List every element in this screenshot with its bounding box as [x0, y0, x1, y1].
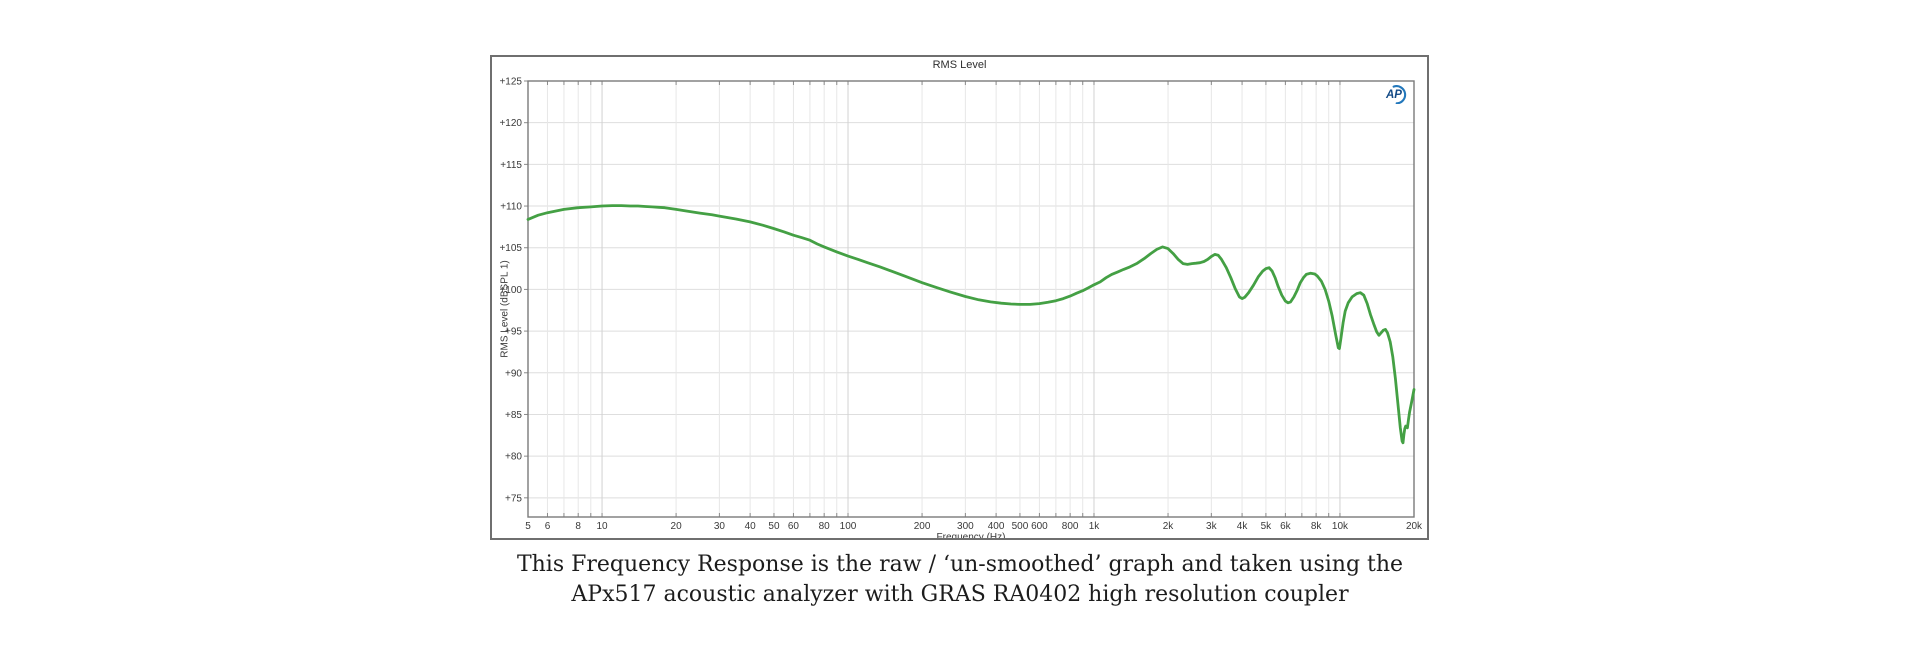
- svg-text:60: 60: [788, 521, 800, 532]
- svg-text:8: 8: [575, 521, 581, 532]
- audio-precision-logo-icon: AP: [1385, 84, 1409, 105]
- chart-window: RMS Level +125 +120 +115 +110 +105 +100 +95 +90…: [490, 55, 1429, 540]
- chart-title: RMS Level: [932, 59, 987, 71]
- logo-text: AP: [1385, 89, 1402, 101]
- plot-border: [527, 80, 1415, 518]
- svg-text:6k: 6k: [1280, 521, 1292, 532]
- svg-text:+110: +110: [500, 202, 522, 213]
- svg-text:40: 40: [745, 521, 757, 532]
- svg-text:10k: 10k: [1332, 521, 1349, 532]
- svg-text:400: 400: [988, 521, 1005, 532]
- svg-text:8k: 8k: [1311, 521, 1323, 532]
- svg-text:800: 800: [1062, 521, 1079, 532]
- caption-line-1: This Frequency Response is the raw / ‘un…: [516, 552, 1404, 577]
- response-trace: [526, 204, 1416, 445]
- svg-text:5k: 5k: [1261, 521, 1273, 532]
- svg-text:5: 5: [525, 521, 531, 532]
- y-axis-title: RMS Level (dBSPL 1): [499, 260, 511, 358]
- svg-text:+90: +90: [505, 368, 522, 379]
- x-axis-title: Frequency (Hz): [937, 532, 1006, 538]
- svg-text:3k: 3k: [1206, 521, 1218, 532]
- svg-text:20k: 20k: [1406, 521, 1423, 532]
- svg-text:+105: +105: [499, 243, 522, 254]
- svg-text:20: 20: [671, 521, 683, 532]
- svg-text:6: 6: [545, 521, 551, 532]
- svg-text:30: 30: [714, 521, 726, 532]
- svg-text:1k: 1k: [1089, 521, 1101, 532]
- tick-marks: [524, 80, 1415, 517]
- svg-text:200: 200: [914, 521, 931, 532]
- svg-text:300: 300: [957, 521, 974, 532]
- svg-text:500: 500: [1012, 521, 1029, 532]
- gridlines: [528, 80, 1415, 517]
- svg-text:10: 10: [596, 521, 608, 532]
- svg-text:600: 600: [1031, 521, 1048, 532]
- svg-text:4k: 4k: [1237, 521, 1249, 532]
- svg-text:100: 100: [840, 521, 857, 532]
- svg-text:+95: +95: [505, 327, 522, 338]
- svg-text:+75: +75: [505, 493, 522, 504]
- svg-text:+80: +80: [505, 452, 522, 463]
- frequency-response-plot: +125 +120 +115 +110 +105 +100 +95 +90 +85 +80 +75 5…: [499, 77, 1423, 539]
- svg-text:+100: +100: [499, 285, 522, 296]
- svg-text:+125: +125: [499, 77, 522, 88]
- axis-tick-labels: +125 +120 +115 +110 +105 +100 +95 +90 +85 +80 +75 5…: [499, 77, 1423, 533]
- svg-text:+115: +115: [500, 160, 522, 171]
- caption: This Frequency Response is the raw / ‘un…: [0, 550, 1920, 610]
- svg-text:50: 50: [768, 521, 780, 532]
- svg-text:80: 80: [819, 521, 831, 532]
- svg-text:2k: 2k: [1163, 521, 1175, 532]
- caption-line-2: APx517 acoustic analyzer with GRAS RA040…: [571, 582, 1349, 607]
- svg-text:+85: +85: [505, 410, 522, 421]
- svg-text:+120: +120: [499, 118, 522, 129]
